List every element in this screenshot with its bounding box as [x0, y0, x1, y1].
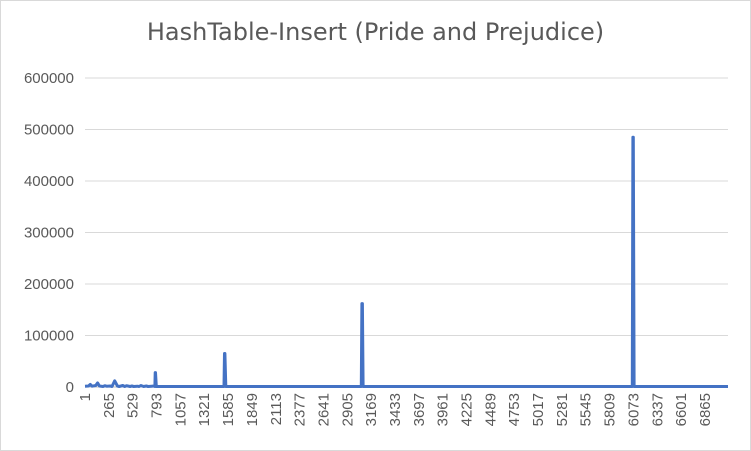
x-tick-label: 1585	[220, 393, 237, 426]
x-axis-labels: 1 265 529 793 1057 1321 1585 1849 2113 2377 2641 29…	[77, 393, 714, 426]
x-tick-label: 2641	[315, 393, 332, 426]
x-tick-label: 2905	[339, 393, 356, 426]
series-line	[84, 135, 728, 388]
x-tick-label: 5281	[554, 393, 571, 426]
x-tick-label: 1849	[244, 393, 261, 426]
y-tick-label: 100000	[24, 328, 74, 345]
y-tick-label: 200000	[24, 276, 74, 293]
series-layer	[84, 135, 728, 388]
x-tick-label: 4489	[482, 393, 499, 426]
y-tick-label: 0	[66, 379, 74, 396]
x-tick-label: 265	[101, 393, 118, 418]
y-axis-labels: 0 100000 200000 300000 400000 500000 600000	[24, 70, 74, 396]
x-tick-label: 5017	[530, 393, 547, 426]
x-tick-label: 793	[149, 393, 166, 418]
x-tick-label: 6073	[625, 393, 642, 426]
y-tick-label: 500000	[24, 122, 74, 139]
x-tick-label: 1	[77, 393, 94, 401]
x-tick-label: 2377	[292, 393, 309, 426]
x-tick-label: 6865	[697, 393, 714, 426]
x-tick-label: 529	[125, 393, 142, 418]
x-tick-label: 4753	[506, 393, 523, 426]
chart-title: HashTable-Insert (Pride and Prejudice)	[146, 18, 605, 46]
x-tick-label: 5545	[578, 393, 595, 426]
x-tick-label: 3961	[435, 393, 452, 426]
x-tick-label: 5809	[602, 393, 619, 426]
x-tick-label: 3433	[387, 393, 404, 426]
x-tick-label: 2113	[268, 393, 285, 425]
x-tick-label: 4225	[459, 393, 476, 426]
x-tick-label: 1321	[196, 393, 213, 426]
x-tick-label: 6337	[649, 393, 666, 426]
x-tick-label: 3169	[363, 393, 380, 426]
x-tick-label: 6601	[673, 393, 690, 426]
x-tick-label: 1057	[172, 393, 189, 426]
gridlines	[85, 77, 728, 388]
y-tick-label: 600000	[24, 70, 74, 87]
x-tick-label: 3697	[411, 393, 428, 426]
y-tick-label: 400000	[24, 173, 74, 190]
y-tick-label: 300000	[24, 225, 74, 242]
